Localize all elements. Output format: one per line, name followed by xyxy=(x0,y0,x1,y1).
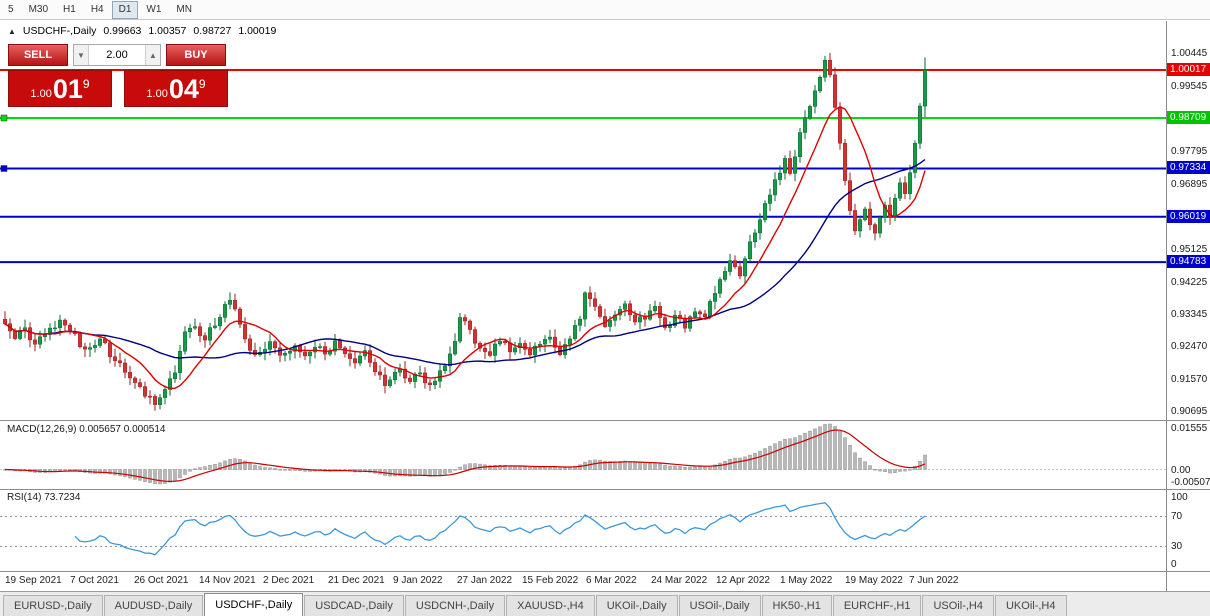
macd-axis-label: -0.00507 xyxy=(1171,477,1210,488)
price-axis-label: 1.00445 xyxy=(1171,48,1208,59)
buy-button[interactable]: BUY xyxy=(166,44,226,66)
timeframe-button-M30[interactable]: M30 xyxy=(28,3,49,15)
timeframe-toolbar: 5 M30 H1 H4 D1 W1 MN xyxy=(0,0,1210,20)
x-axis-date: 14 Nov 2021 xyxy=(199,575,256,586)
timeframe-button-MN[interactable]: MN xyxy=(176,3,192,15)
timeframe-button-D1[interactable]: D1 xyxy=(111,0,139,19)
candlestick-series xyxy=(3,52,927,411)
rsi-bottom-divider xyxy=(0,571,1210,572)
chart-ohlc-header: ▲ USDCHF-,Daily 0.99663 1.00357 0.98727 … xyxy=(8,25,276,37)
x-axis-date: 7 Oct 2021 xyxy=(70,575,119,586)
macd-rsi-divider[interactable] xyxy=(0,489,1210,490)
ask-price-big: 04 xyxy=(168,74,199,104)
timeframe-button-H4[interactable]: H4 xyxy=(90,3,104,15)
bottom-tab-EURCHF-H1[interactable]: EURCHF-,H1 xyxy=(832,595,922,616)
one-click-trade-panel: SELL ▼ 2.00 ▲ BUY 1.00 01 9 1.00 04 9 xyxy=(8,44,228,107)
macd-axis-label: 0.01555 xyxy=(1171,423,1208,434)
timeframe-button-W1[interactable]: W1 xyxy=(146,3,162,15)
ohlc-close-value: 1.00019 xyxy=(238,25,277,37)
ask-price-sup: 9 xyxy=(198,77,206,91)
price-level-badge: 0.98709 xyxy=(1167,111,1210,124)
price-axis-label: 0.96895 xyxy=(1171,179,1208,190)
volume-value[interactable]: 2.00 xyxy=(106,49,128,61)
price-level-badge: 1.00017 xyxy=(1167,63,1210,76)
volume-increase-icon[interactable]: ▲ xyxy=(145,45,160,65)
collapse-panel-icon[interactable]: ▲ xyxy=(8,26,16,36)
x-axis-date: 19 Sep 2021 xyxy=(5,575,62,586)
bottom-tab-XAUUSD-H4[interactable]: XAUUSD-,H4 xyxy=(506,595,595,616)
rsi-panel[interactable] xyxy=(0,490,1166,571)
sell-button[interactable]: SELL xyxy=(8,44,68,66)
chart-symbol-label: USDCHF-,Daily xyxy=(22,25,97,37)
price-axis-divider xyxy=(1166,21,1167,591)
chart-tab-bar: EURUSD-,Daily AUDUSD-,Daily USDCHF-,Daily U… xyxy=(0,591,1210,616)
price-axis-label: 0.93345 xyxy=(1171,309,1208,320)
rsi-label: RSI(14) 73.7234 xyxy=(7,492,81,503)
ohlc-open-value: 0.99663 xyxy=(103,25,142,37)
rsi-axis-label: 100 xyxy=(1171,492,1188,503)
ask-price-prefix: 1.00 xyxy=(146,88,168,100)
main-chart[interactable] xyxy=(0,21,1166,420)
bid-price-prefix: 1.00 xyxy=(30,88,52,100)
price-level-badge: 0.97334 xyxy=(1167,161,1210,174)
rsi-axis-label: 0 xyxy=(1171,559,1177,570)
bottom-tab-USOil-Daily[interactable]: USOil-,Daily xyxy=(678,595,761,616)
x-axis-date: 1 May 2022 xyxy=(780,575,833,586)
ask-price-display[interactable]: 1.00 04 9 xyxy=(124,70,228,107)
volume-decrease-icon[interactable]: ▼ xyxy=(74,45,89,65)
x-axis-date: 15 Feb 2022 xyxy=(522,575,579,586)
bottom-tab-USDCHF-Daily[interactable]: USDCHF-,Daily xyxy=(204,593,304,616)
bottom-tab-USDCAD-Daily[interactable]: USDCAD-,Daily xyxy=(304,595,404,616)
macd-axis-label: 0.00 xyxy=(1171,465,1191,476)
bid-price-display[interactable]: 1.00 01 9 xyxy=(8,70,112,107)
volume-spinner[interactable]: ▼ 2.00 ▲ xyxy=(73,44,161,66)
price-axis-label: 0.95125 xyxy=(1171,244,1208,255)
x-axis-date: 6 Mar 2022 xyxy=(586,575,637,586)
bottom-tab-USDCNH-Daily[interactable]: USDCNH-,Daily xyxy=(404,595,506,616)
price-level-badge: 0.96019 xyxy=(1167,210,1210,223)
bottom-tab-UKOil-Daily[interactable]: UKOil-,Daily xyxy=(595,595,678,616)
price-axis-label: 0.91570 xyxy=(1171,374,1208,385)
x-axis-date: 7 Jun 2022 xyxy=(909,575,959,586)
bid-price-sup: 9 xyxy=(82,77,90,91)
ohlc-high-value: 1.00357 xyxy=(148,25,187,37)
rsi-axis-label: 70 xyxy=(1171,511,1183,522)
main-macd-divider[interactable] xyxy=(0,420,1210,421)
x-axis-date: 27 Jan 2022 xyxy=(457,575,513,586)
bid-price-big: 01 xyxy=(52,74,83,104)
x-axis-date: 9 Jan 2022 xyxy=(393,575,443,586)
macd-panel[interactable] xyxy=(0,421,1166,489)
macd-histogram xyxy=(3,423,927,485)
price-axis-label: 0.99545 xyxy=(1171,81,1208,92)
price-axis-label: 0.94225 xyxy=(1171,277,1208,288)
x-axis-date: 12 Apr 2022 xyxy=(716,575,770,586)
bottom-tab-HK50-H1[interactable]: HK50-,H1 xyxy=(761,595,832,616)
x-axis-date: 24 Mar 2022 xyxy=(651,575,708,586)
bottom-tab-USOil-H4[interactable]: USOil-,H4 xyxy=(922,595,994,616)
x-axis-date: 21 Dec 2021 xyxy=(328,575,385,586)
timeframe-button-H1[interactable]: H1 xyxy=(63,3,76,15)
x-axis-date: 2 Dec 2021 xyxy=(263,575,315,586)
rsi-axis-label: 30 xyxy=(1171,541,1183,552)
bottom-tab-AUDUSD-Daily[interactable]: AUDUSD-,Daily xyxy=(103,595,204,616)
bottom-tab-EURUSD-Daily[interactable]: EURUSD-,Daily xyxy=(3,595,103,616)
x-axis-date: 26 Oct 2021 xyxy=(134,575,189,586)
x-axis-date: 19 May 2022 xyxy=(845,575,903,586)
timeframe-button-5[interactable]: 5 xyxy=(8,3,14,15)
macd-label: MACD(12,26,9) 0.005657 0.000514 xyxy=(7,424,166,435)
bottom-tab-UKOil-H4[interactable]: UKOil-,H4 xyxy=(994,595,1067,616)
price-axis-label: 0.90695 xyxy=(1171,406,1208,417)
ohlc-low-value: 0.98727 xyxy=(193,25,232,37)
price-axis-label: 0.97795 xyxy=(1171,146,1208,157)
price-level-badge: 0.94783 xyxy=(1167,255,1210,268)
price-axis-label: 0.92470 xyxy=(1171,341,1208,352)
